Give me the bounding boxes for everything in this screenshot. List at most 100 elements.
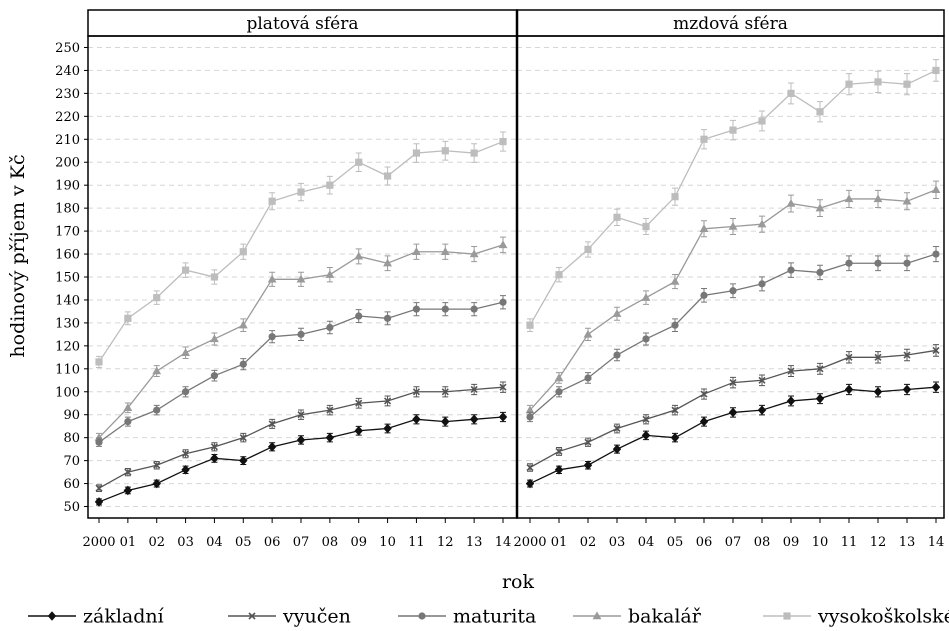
- data-point: [816, 365, 824, 373]
- data-point: [412, 247, 421, 255]
- y-axis-title: hodinový příjem v Kč: [7, 154, 29, 357]
- data-point: [729, 379, 737, 387]
- data-point: [584, 374, 592, 382]
- x-tick-label: 2000: [513, 535, 546, 550]
- x-tick-label: 11: [841, 535, 858, 550]
- y-tick-label: 250: [55, 41, 80, 56]
- data-point: [525, 478, 535, 489]
- y-tick-label: 200: [55, 156, 80, 171]
- data-point: [932, 66, 940, 75]
- x-tick-label: 06: [264, 535, 281, 550]
- x-tick-label: 12: [870, 535, 887, 550]
- data-point: [152, 478, 161, 489]
- y-tick-label: 220: [55, 110, 80, 125]
- data-point: [787, 89, 795, 97]
- data-point: [354, 425, 363, 436]
- data-point: [700, 291, 708, 299]
- data-point: [612, 444, 622, 454]
- data-point: [758, 280, 766, 288]
- data-point: [296, 274, 306, 283]
- data-point: [613, 213, 621, 221]
- x-tick-label: 02: [148, 535, 165, 550]
- data-point: [297, 411, 305, 419]
- x-tick-label: 2000: [82, 535, 115, 550]
- data-point: [326, 406, 334, 414]
- data-point: [210, 334, 219, 343]
- x-tick-label: 09: [350, 535, 367, 550]
- data-point: [873, 194, 883, 203]
- data-point: [526, 321, 534, 329]
- x-tick-label: 07: [293, 535, 310, 550]
- data-point: [671, 321, 679, 329]
- data-point: [874, 78, 882, 86]
- data-point: [470, 305, 478, 313]
- data-point: [670, 276, 680, 285]
- data-point: [758, 376, 766, 384]
- data-point: [355, 158, 363, 166]
- y-tick-label: 190: [55, 179, 80, 194]
- data-point: [757, 405, 767, 415]
- data-point: [787, 266, 795, 274]
- data-point: [613, 424, 621, 433]
- data-point: [470, 385, 478, 394]
- legend-item: vysokoškolské: [763, 606, 949, 628]
- series-layer: [94, 59, 941, 507]
- x-axis-ticks: 2000 01 02 03 04 05 06 07 08 09 10 11 12 13 14 2000 01 02…: [82, 518, 944, 550]
- data-point: [874, 259, 882, 267]
- legend-label: maturita: [453, 606, 536, 628]
- data-point: [844, 194, 854, 203]
- data-point: [181, 266, 190, 274]
- data-point: [815, 203, 825, 212]
- data-point: [499, 137, 507, 146]
- data-point: [671, 193, 679, 201]
- x-tick-label: 12: [437, 535, 454, 550]
- x-tick-label: 02: [580, 535, 597, 550]
- y-tick-label: 130: [55, 316, 80, 331]
- data-point: [584, 438, 592, 446]
- series-group: [94, 411, 508, 507]
- data-point: [325, 270, 335, 278]
- series-group: [95, 131, 507, 369]
- series-group: [525, 381, 941, 489]
- y-tick-label: 80: [63, 431, 80, 446]
- x-tick-label: 05: [235, 535, 252, 550]
- data-point: [931, 185, 941, 193]
- x-tick-label: 01: [551, 535, 568, 550]
- data-point: [248, 612, 256, 620]
- data-point: [153, 461, 161, 469]
- data-point: [787, 367, 795, 375]
- data-point: [412, 305, 421, 313]
- data-point: [525, 405, 535, 414]
- data-point: [182, 450, 190, 458]
- data-point: [816, 108, 824, 116]
- data-point: [383, 423, 392, 434]
- data-point: [418, 612, 426, 620]
- legend: základní vyučen maturita bakalář vysokoškols…: [28, 606, 949, 628]
- data-point: [815, 393, 825, 404]
- y-tick-label: 70: [63, 454, 80, 469]
- data-point: [758, 117, 766, 125]
- y-tick-label: 160: [55, 248, 80, 263]
- data-point: [326, 181, 334, 189]
- x-tick-label: 13: [466, 535, 483, 550]
- data-point: [469, 414, 479, 425]
- data-point: [499, 383, 507, 391]
- data-point: [412, 388, 420, 396]
- data-point: [354, 251, 364, 260]
- facet-strip: [516, 9, 945, 37]
- y-tick-label: 230: [55, 87, 80, 102]
- data-point: [641, 430, 651, 441]
- series-group: [526, 59, 940, 332]
- data-point: [873, 386, 883, 397]
- facet-label: mzdová sféra: [673, 14, 788, 34]
- data-point: [326, 323, 334, 332]
- series-line: [98, 416, 504, 503]
- data-point: [555, 388, 563, 396]
- data-point: [412, 149, 421, 157]
- data-point: [931, 382, 941, 392]
- data-point: [441, 147, 449, 155]
- series-group: [94, 236, 508, 443]
- data-point: [383, 172, 392, 180]
- data-point: [783, 612, 791, 620]
